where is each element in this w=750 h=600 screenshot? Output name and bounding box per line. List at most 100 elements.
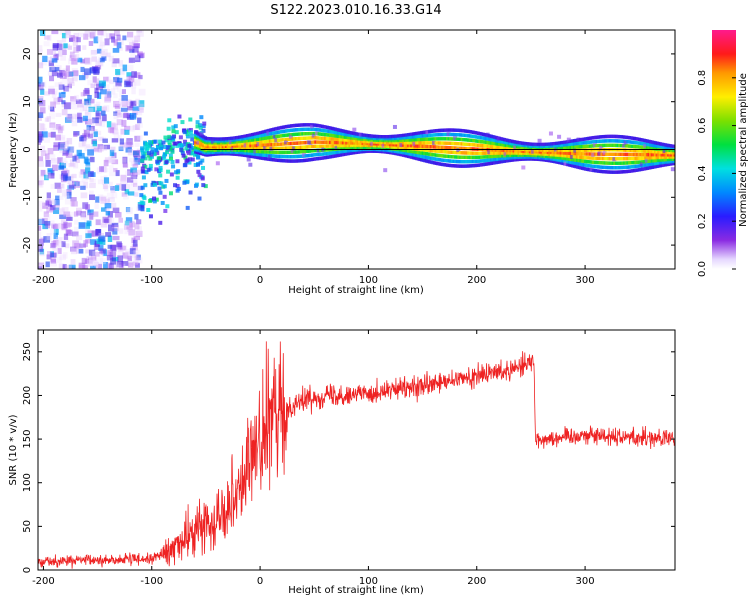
heatmap-cell (306, 127, 310, 131)
heatmap-cell (385, 150, 390, 154)
heatmap-cell (587, 148, 591, 152)
heatmap-cell (302, 136, 307, 140)
heatmap-cell (455, 128, 459, 132)
heatmap-cell (137, 109, 143, 116)
heatmap-cell (359, 150, 364, 154)
heatmap-cell (135, 98, 141, 105)
heatmap-cell (100, 106, 107, 111)
heatmap-cell (385, 146, 390, 151)
heatmap-cell (468, 155, 472, 160)
heatmap-cell (405, 138, 409, 142)
heatmap-cell (61, 37, 67, 43)
heatmap-cell (66, 230, 72, 235)
heatmap-cell (426, 137, 430, 141)
heatmap-cell (392, 143, 396, 147)
heatmap-cell (519, 143, 523, 147)
heatmap-cell (49, 106, 54, 112)
heatmap-cell (337, 131, 341, 135)
heatmap-cell (89, 213, 94, 220)
heatmap-cell (289, 141, 294, 146)
heatmap-cell (79, 180, 86, 185)
heatmap-cell (38, 238, 44, 246)
heatmap-cell (65, 229, 73, 236)
heatmap-cell (597, 165, 601, 169)
heatmap-cell (246, 154, 250, 158)
heatmap-cell (426, 148, 430, 152)
heatmap-cell (61, 219, 67, 226)
heatmap-cell (43, 211, 49, 218)
heatmap-cell (530, 142, 534, 146)
heatmap-cell (298, 154, 302, 159)
heatmap-cell (276, 126, 281, 130)
heatmap-cell (60, 39, 66, 45)
heatmap-cell (424, 148, 429, 152)
heatmap-cell (236, 144, 240, 148)
heatmap-cell (428, 133, 432, 138)
heatmap-cell (58, 165, 65, 170)
heatmap-cell (543, 150, 547, 154)
heatmap-cell (626, 148, 630, 152)
heatmap-cell (527, 146, 531, 150)
heatmap-cell (569, 160, 573, 165)
heatmap-cell (358, 134, 362, 139)
heatmap-cell (457, 150, 461, 155)
heatmap-cell (507, 139, 511, 143)
heatmap-cell (147, 153, 152, 158)
heatmap-cell (201, 124, 206, 129)
heatmap-cell (185, 180, 190, 185)
heatmap-cell (267, 136, 271, 140)
heatmap-cell (46, 49, 53, 55)
heatmap-cell (601, 139, 606, 143)
heatmap-cell (444, 154, 448, 158)
heatmap-cell (569, 157, 573, 162)
heatmap-cell (289, 124, 294, 128)
heatmap-cell (447, 159, 451, 163)
heatmap-cell (90, 265, 96, 269)
heatmap-cell (571, 142, 575, 146)
heatmap-cell (324, 136, 328, 141)
heatmap-cell (517, 145, 521, 149)
heatmap-cell (93, 104, 100, 111)
heatmap-cell (91, 230, 99, 237)
heatmap-cell (636, 148, 640, 153)
heatmap-cell (72, 113, 80, 120)
heatmap-cell (54, 53, 59, 61)
heatmap-cell (640, 141, 645, 146)
heatmap-cell (304, 145, 308, 149)
heatmap-cell (572, 142, 576, 146)
heatmap-cell (188, 117, 193, 122)
heatmap-cell (463, 155, 468, 160)
heatmap-cell (579, 159, 583, 163)
heatmap-cell (662, 160, 666, 165)
heatmap-cell (572, 145, 576, 149)
heatmap-cell (575, 148, 580, 152)
heatmap-cell (416, 150, 420, 155)
heatmap-cell (431, 145, 435, 149)
heatmap-cell (262, 150, 266, 154)
heatmap-cell (569, 145, 573, 150)
heatmap-cell (504, 148, 508, 153)
heatmap-cell (624, 135, 628, 139)
heatmap-cell (322, 144, 326, 148)
heatmap-cell (44, 174, 49, 181)
heatmap-cell (121, 184, 127, 191)
heatmap-cell (614, 139, 619, 143)
heatmap-cell (640, 160, 645, 164)
heatmap-cell (405, 146, 409, 150)
heatmap-cell (149, 154, 154, 159)
heatmap-cell (224, 140, 229, 145)
heatmap-cell (299, 154, 303, 158)
heatmap-cell (567, 163, 572, 167)
heatmap-cell (449, 141, 453, 146)
heatmap-cell (493, 154, 497, 159)
heatmap-cell (177, 114, 182, 119)
heatmap-cell (165, 150, 170, 155)
heatmap-cell (650, 156, 654, 160)
heatmap-cell (162, 184, 167, 189)
heatmap-cell (410, 146, 414, 151)
heatmap-cell (413, 156, 417, 160)
heatmap-cell (398, 152, 403, 157)
heatmap-cell (369, 145, 373, 150)
heatmap-cell (363, 143, 367, 148)
heatmap-cell (109, 165, 114, 171)
